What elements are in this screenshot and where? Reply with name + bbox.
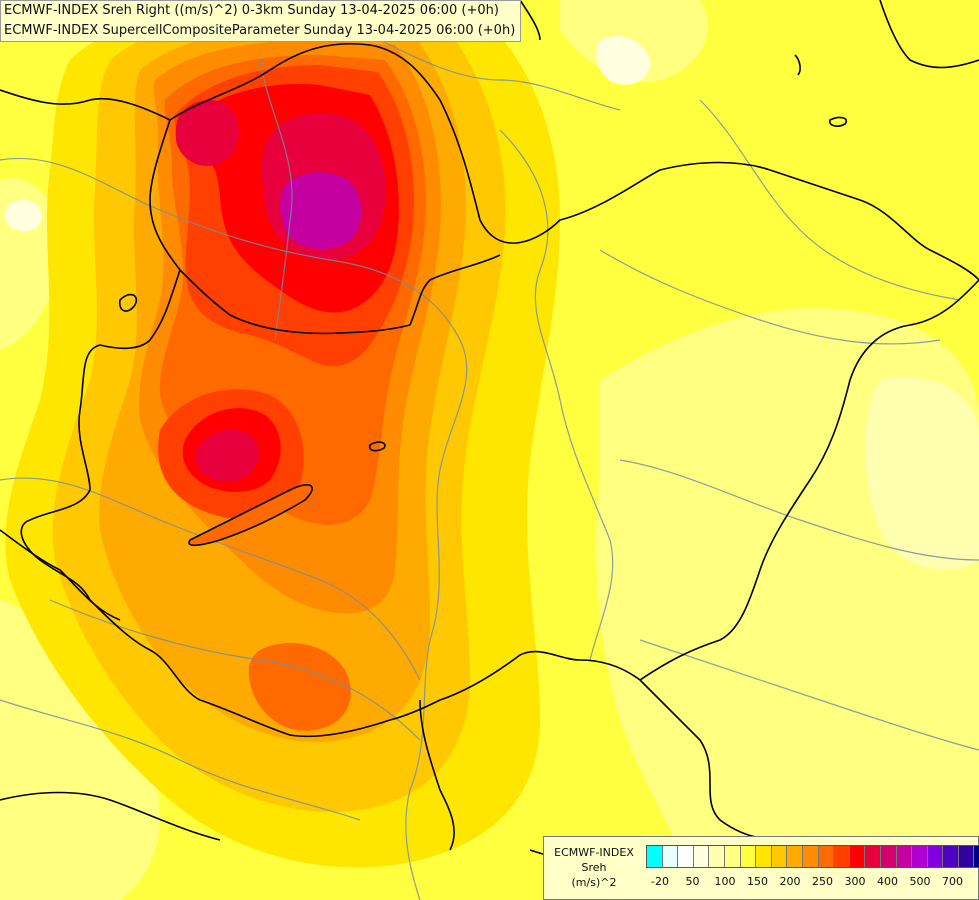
legend-tick-label: -20: [651, 875, 669, 888]
legend-swatch: [802, 846, 819, 867]
legend-tick-label: 400: [877, 875, 898, 888]
country-borders: [0, 0, 979, 865]
legend-swatch: [927, 846, 944, 867]
legend-swatch: [787, 846, 803, 867]
legend-tick-label: 150: [747, 875, 768, 888]
title-line-1: ECMWF-INDEX Sreh Right ((m/s)^2) 0-3km S…: [4, 3, 499, 18]
legend-swatch: [865, 846, 881, 867]
field-pale-yellow-sw: [0, 600, 160, 900]
field-white-spot: [596, 36, 651, 85]
legend-swatch: [678, 846, 694, 867]
legend-tick-label: 700: [942, 875, 963, 888]
legend-unit: (m/s)^2: [571, 876, 617, 889]
legend-swatch: [818, 846, 835, 867]
field-pale-yellow-se: [865, 377, 979, 570]
legend-tick-label: 100: [714, 875, 736, 888]
legend-swatch: [912, 846, 928, 867]
field-magenta-mid: [195, 429, 259, 482]
legend-swatch: [662, 846, 679, 867]
legend-swatch: [834, 846, 850, 867]
legend-model: ECMWF-INDEX: [554, 846, 634, 859]
rivers: [0, 39, 979, 900]
field-purple-core: [280, 172, 362, 249]
legend-swatch: [724, 846, 741, 867]
field-red-south-blob: [248, 642, 351, 731]
legend-swatch: [647, 846, 663, 867]
legend-variable: Sreh: [581, 861, 607, 874]
legend-tick-label: 250: [812, 875, 833, 888]
map-title-box: ECMWF-INDEX Sreh Right ((m/s)^2) 0-3km S…: [0, 0, 521, 42]
legend-swatch: [849, 846, 866, 867]
field-magenta-n: [175, 100, 239, 166]
legend-swatch: [880, 846, 897, 867]
legend-swatch: [974, 846, 979, 867]
legend-tick-label: 300: [844, 875, 866, 888]
legend-swatch: [896, 846, 913, 867]
legend-tick-label: 500: [909, 875, 931, 888]
color-legend: ECMWF-INDEX Sreh (m/s)^2 -20 50 100 150 200 2…: [543, 836, 979, 900]
legend-swatch: [958, 846, 975, 867]
legend-ticks: -20 50 100 150 200 250 300 400 500 700: [544, 875, 979, 891]
legend-swatch: [740, 846, 757, 867]
legend-swatch: [756, 846, 772, 867]
legend-title: ECMWF-INDEX Sreh (m/s)^2: [548, 845, 640, 890]
legend-tick-label: 200: [779, 875, 801, 888]
title-line-2: ECMWF-INDEX SupercellCompositeParameter …: [4, 23, 516, 38]
legend-color-bar: [646, 845, 979, 868]
legend-swatch: [709, 846, 725, 867]
legend-tick-label: 50: [685, 875, 700, 888]
legend-swatch: [943, 846, 959, 867]
legend-swatch: [693, 846, 710, 867]
legend-swatch: [771, 846, 788, 867]
field-white-spot-w: [4, 199, 43, 232]
